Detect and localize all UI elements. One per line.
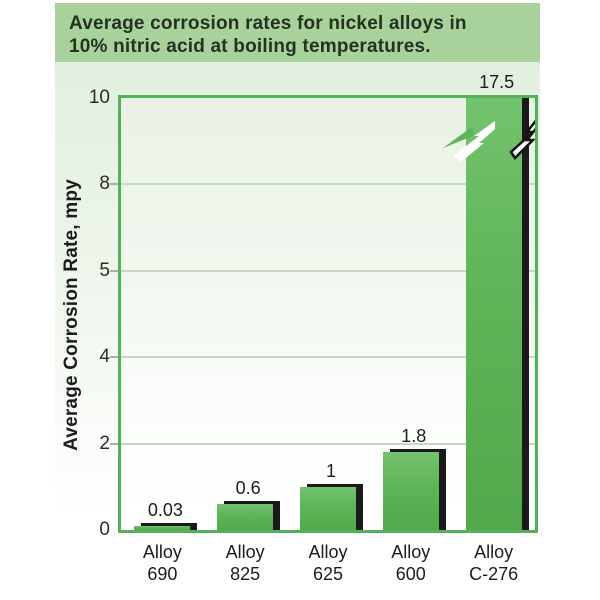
y-tick-label: 4 (99, 346, 110, 368)
x-axis-label-line: Alloy (308, 542, 348, 562)
x-axis-label-alloy-600: Alloy 600 (365, 541, 457, 585)
gridline (121, 269, 535, 272)
y-axis-tick (110, 356, 118, 359)
y-tick-label: 5 (99, 259, 110, 281)
x-axis-label-alloy-c-276: Alloy C-276 (448, 541, 540, 585)
x-axis-label-line: 600 (395, 564, 426, 584)
gridline (121, 183, 535, 186)
bar-value-label-alloy-600: 1.8 (401, 426, 427, 447)
bar-alloy-690 (134, 525, 191, 530)
y-tick-label: 10 (88, 87, 110, 108)
x-axis-label-line: 825 (230, 564, 261, 584)
x-axis-label-alloy-825: Alloy 825 (199, 541, 291, 585)
y-tick-label: 0 (99, 519, 110, 540)
chart-title: Average corrosion rates for nickel alloy… (55, 3, 540, 62)
chart-title-line-1: Average corrosion rates for nickel alloy… (69, 13, 467, 34)
x-axis-label-line: 690 (147, 564, 178, 584)
bar-value-label-alloy-690: 0.03 (147, 499, 183, 520)
x-axis-label-line: Alloy (391, 542, 431, 562)
bar-value-label-alloy-c-276: 17.5 (479, 72, 515, 92)
x-axis-label-alloy-690: Alloy 690 (116, 541, 208, 585)
y-tick-label: 8 (99, 173, 110, 195)
x-axis-label-line: Alloy (225, 542, 265, 562)
y-axis-tick (110, 183, 118, 186)
y-tick-label: 2 (99, 432, 110, 454)
bar-alloy-600 (382, 452, 439, 530)
bar-alloy-825 (217, 504, 274, 530)
bar-alloy-625 (300, 486, 356, 530)
bar-value-label-alloy-825: 0.6 (235, 478, 261, 499)
y-axis-tick (110, 442, 118, 445)
gridline (121, 442, 535, 445)
plot-area (118, 95, 538, 533)
x-axis-label-line: Alloy (474, 542, 514, 562)
chart-title-line-2: 10% nitric acid at boiling temperatures. (69, 36, 431, 57)
x-axis-label-line: 625 (312, 564, 344, 584)
x-axis-label-line: C-276 (469, 564, 519, 584)
gridline (121, 356, 535, 359)
axis-break-icon (443, 119, 535, 162)
y-axis-tick (110, 269, 118, 272)
bar-alloy-c-276 (465, 98, 522, 530)
x-axis-label-alloy-625: Alloy 625 (282, 541, 374, 585)
bar-value-label-alloy-625: 1 (325, 460, 336, 481)
x-axis-label-line: Alloy (142, 542, 182, 562)
y-axis-title: Average Corrosion Rate, mpy (61, 179, 82, 451)
